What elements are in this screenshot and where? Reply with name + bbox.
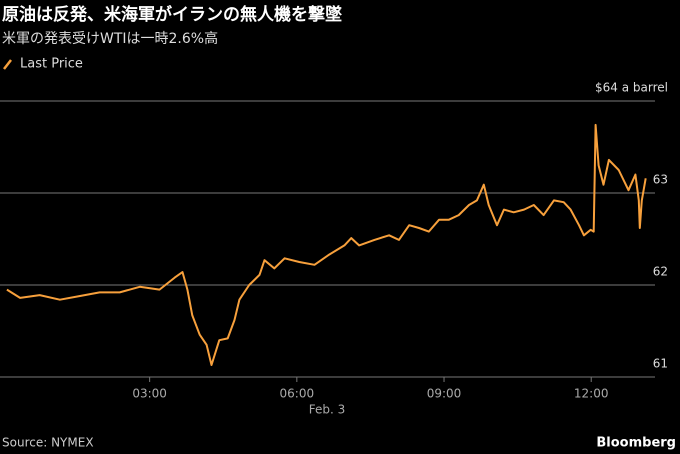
legend-label: Last Price [20, 57, 83, 72]
x-axis-label: Feb. 3 [309, 403, 346, 417]
y-tick-label: 63 [653, 173, 668, 187]
chart-subtitle: 米軍の発表受けWTIは一時2.6%高 [2, 30, 218, 47]
y-tick-label: 62 [653, 265, 668, 279]
price-line [6, 123, 647, 366]
x-tick-label: 03:00 [132, 387, 167, 401]
x-tick-label: 06:00 [280, 387, 315, 401]
brand: Bloomberg [596, 436, 676, 451]
legend-swatch [3, 59, 12, 70]
y-tick-label: $64 a barrel [595, 81, 668, 95]
source: Source: NYMEX [2, 436, 94, 450]
y-tick-label: 61 [653, 357, 668, 371]
x-tick-label: 09:00 [427, 387, 462, 401]
x-tick-label: 12:00 [574, 387, 609, 401]
chart-title: 原油は反発、米海軍がイランの無人機を撃墜 [2, 4, 343, 25]
